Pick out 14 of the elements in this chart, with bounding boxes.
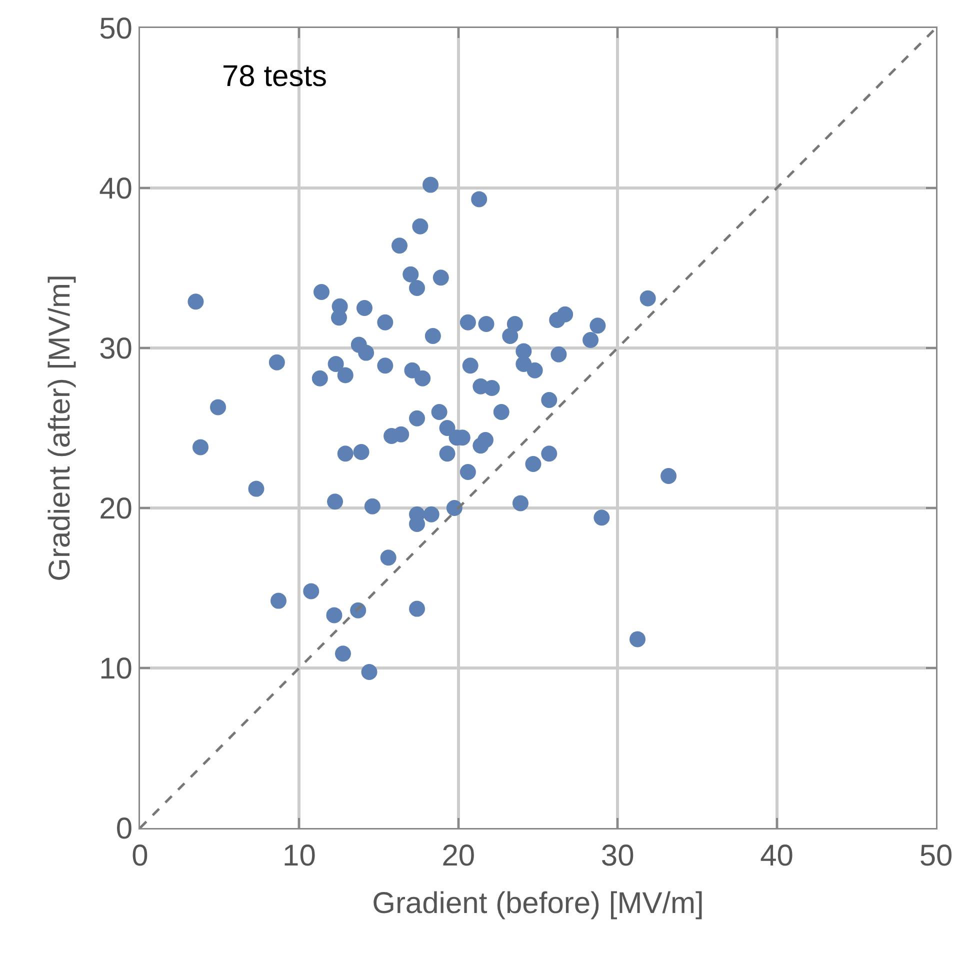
x-tick-label: 40 [760,840,794,872]
y-tick-label: 10 [99,652,132,686]
x-axis-title: Gradient (before) [MV/m] [372,886,704,920]
y-tick-label: 40 [99,172,132,206]
x-tick-label: 50 [919,840,953,872]
y-tick-label: 50 [99,12,132,46]
y-tick-label: 0 [116,812,132,846]
x-tick-label: 10 [282,840,316,872]
y-tick-label: 20 [99,492,132,526]
x-tick-label: 20 [442,840,476,872]
y-axis-title: Gradient (after) [MV/m] [43,274,76,582]
x-tick-label: 30 [600,840,634,872]
y-tick-label: 30 [99,332,132,366]
annotation: 78 tests [222,60,328,93]
